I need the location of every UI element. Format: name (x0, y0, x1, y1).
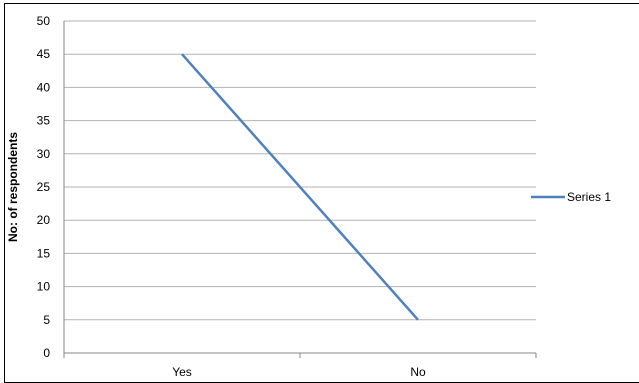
y-axis-label: No: of respondents (6, 132, 20, 242)
y-tick-label: 35 (37, 114, 51, 128)
legend-label-series-1: Series 1 (567, 190, 611, 204)
series-group (181, 53, 419, 321)
y-tick-label: 20 (37, 213, 51, 227)
y-tick-label: 0 (43, 346, 50, 360)
y-axis-ticks: 0 5 10 15 20 25 30 35 40 45 50 (37, 14, 51, 360)
y-tick-label: 15 (37, 246, 51, 260)
y-tick-label: 50 (37, 14, 51, 28)
x-tick-label: No (410, 365, 426, 378)
y-tick-label: 40 (37, 80, 51, 94)
series-line-1 (181, 53, 419, 321)
y-tick-label: 45 (37, 47, 51, 61)
x-tick-label: Yes (172, 365, 192, 378)
y-tick-label: 30 (37, 147, 51, 161)
x-axis-ticks: Yes No (63, 353, 537, 378)
y-tick-label: 5 (43, 313, 50, 327)
y-tick-label: 10 (37, 280, 51, 294)
y-tick-label: 25 (37, 180, 51, 194)
